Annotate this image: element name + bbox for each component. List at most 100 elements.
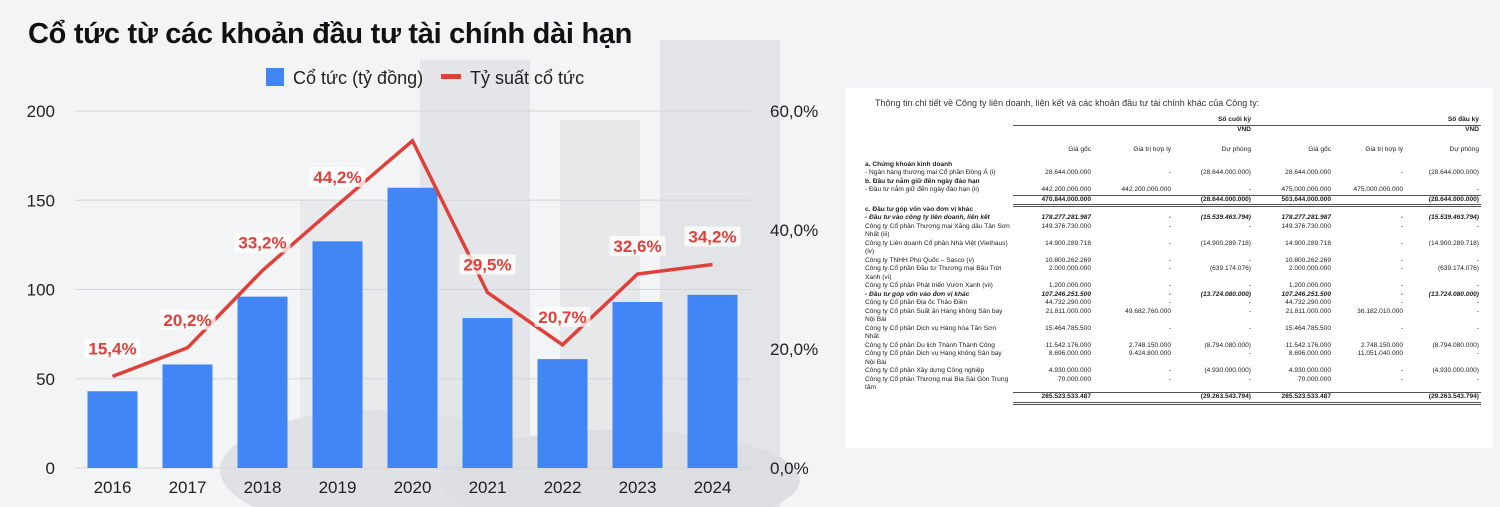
row-label: Công ty Cổ phần Địa ốc Thảo Điền xyxy=(865,299,968,306)
bar xyxy=(537,359,588,468)
x-tick-label: 2020 xyxy=(394,478,432,497)
row-label: - Đầu tư vào công ty liên doanh, liên kế… xyxy=(865,214,990,221)
row-value: - xyxy=(1400,169,1403,176)
row-value: - xyxy=(1168,169,1171,176)
row-value: (13.724.080.000) xyxy=(1428,290,1479,298)
row-value xyxy=(1093,161,1173,170)
row-value: 36.182.010.000 xyxy=(1357,307,1403,315)
col-fair-start: Giá trị hợp lý xyxy=(1365,146,1403,153)
legend-bar-label: Cổ tức (tỷ đồng) xyxy=(293,68,423,88)
row-value xyxy=(1333,194,1405,207)
y-axis-left: 0 50 100 150 200 xyxy=(27,102,55,478)
col-cost-end: Giá gốc xyxy=(1068,146,1091,153)
row-value: (4.930.000.000) xyxy=(1204,367,1251,374)
row-value: 9.424.800.000 xyxy=(1128,350,1171,357)
row-value: - xyxy=(1168,299,1171,306)
row-value xyxy=(1405,206,1481,215)
row-value: (28.644.000.000) xyxy=(1405,194,1481,207)
row-value: (639.174.076) xyxy=(1437,265,1479,272)
y-right-tick-label: 0,0% xyxy=(770,459,809,478)
row-label: Công ty Cổ phần Suất ăn Hàng không Sân b… xyxy=(865,307,1003,324)
row-label: Công ty Cổ phần Đầu tư Thương mại Bầu Tr… xyxy=(865,265,1002,281)
unit-end: VND xyxy=(1237,125,1251,133)
x-axis: 2016 2017 2018 2019 2020 2021 2022 2023 2024 xyxy=(94,478,732,497)
row-value: 11.542.176.000 xyxy=(1285,341,1331,349)
row-value: 14.900.289.718 xyxy=(1285,239,1331,247)
data-label: 20,7% xyxy=(538,308,586,327)
row-value: - xyxy=(1168,214,1171,221)
table-row: - Ngân hàng thương mại Cổ phần Đông Á (i… xyxy=(863,169,1481,178)
row-value: (28.644.000.000) xyxy=(1173,194,1253,207)
y-left-tick-label: 150 xyxy=(27,191,55,210)
row-value xyxy=(1173,206,1253,215)
row-value xyxy=(1173,161,1253,170)
row-value: 21.811.000.000 xyxy=(1045,307,1091,315)
row-value: - xyxy=(1168,324,1171,332)
data-label: 44,2% xyxy=(313,168,361,187)
bar xyxy=(462,318,513,468)
row-value: (28.644.000.000) xyxy=(1428,169,1479,176)
row-value: 11.542.176.000 xyxy=(1045,341,1091,349)
row-value: (8.794.080.000) xyxy=(1432,341,1479,349)
row-value xyxy=(1093,194,1173,207)
row-value: 1.200.000.000 xyxy=(1288,282,1331,289)
bar xyxy=(612,301,663,468)
data-label: 32,6% xyxy=(613,237,661,256)
col-prov-start: Dự phòng xyxy=(1449,146,1479,153)
table-row: - Đầu tư nắm giữ đến ngày đáo hạn (ii) 44… xyxy=(863,186,1481,195)
row-value: 15.464.785.500 xyxy=(1285,324,1331,332)
row-value: 14.900.289.718 xyxy=(1045,239,1091,247)
row-value: - xyxy=(1476,222,1479,230)
row-label xyxy=(863,393,1013,404)
row-value: 10.800.262.269 xyxy=(1045,256,1091,264)
row-value xyxy=(1253,206,1333,215)
row-value: (15.539.463.794) xyxy=(1200,214,1251,221)
row-value: - xyxy=(1476,350,1479,357)
table-row: Công ty Cổ phần Dịch vụ Hàng không Sân b… xyxy=(863,350,1481,367)
row-value: 178.277.281.987 xyxy=(1281,214,1331,221)
row-value: - xyxy=(1400,222,1403,230)
row-value xyxy=(1405,161,1481,170)
row-value: - xyxy=(1400,324,1403,332)
row-value xyxy=(1173,178,1253,187)
row-value: 2.000.000.000 xyxy=(1288,265,1331,272)
table-row: Công ty Cổ phần Thương mại Xăng dầu Tân … xyxy=(863,223,1481,240)
table-row: Công ty Cổ phần Du lịch Thành Thành Công… xyxy=(863,342,1481,351)
row-value xyxy=(1253,161,1333,170)
table-row: Công ty TNHH Phú Quốc – Sasco (v) 10.800.… xyxy=(863,257,1481,266)
row-value xyxy=(1013,178,1093,187)
table-row: Công ty Cổ phần Phát triển Vườn Xanh (vi… xyxy=(863,282,1481,291)
y-left-tick-label: 200 xyxy=(27,102,55,121)
bar xyxy=(687,294,738,468)
row-value: (8.794.080.000) xyxy=(1204,341,1251,349)
row-value: 475.000.000.000 xyxy=(1353,186,1403,193)
x-tick-label: 2018 xyxy=(244,478,282,497)
x-tick-label: 2021 xyxy=(469,478,507,497)
row-label: Công ty Cổ phần Dịch vụ Hàng hóa Tân Sơn… xyxy=(865,324,997,341)
row-label: a. Chứng khoán kinh doanh xyxy=(865,160,953,168)
row-value: (29.263.543.794) xyxy=(1173,392,1253,405)
row-value: - xyxy=(1400,214,1403,221)
row-value: - xyxy=(1168,239,1171,247)
data-label-bg xyxy=(534,306,591,327)
row-value: - xyxy=(1476,307,1479,315)
row-value: - xyxy=(1168,290,1171,298)
row-value: 44.732.290.000 xyxy=(1045,299,1091,306)
row-value: - xyxy=(1248,350,1251,357)
row-value xyxy=(1333,392,1405,405)
row-value: 8.696.000.000 xyxy=(1048,350,1091,357)
table-row: Công ty Cổ phần Suất ăn Hàng không Sân b… xyxy=(863,308,1481,325)
x-tick-label: 2016 xyxy=(94,478,132,497)
row-value: (639.174.076) xyxy=(1209,265,1251,272)
table-row: b. Đầu tư nắm giữ đến ngày đáo hạn xyxy=(863,178,1481,187)
row-value: (14.900.289.718) xyxy=(1428,239,1479,247)
row-value xyxy=(1333,206,1405,215)
dividend-chart: Cổ tức (tỷ đồng) Tỷ suất cổ tức 15,4% 20,… xyxy=(27,68,818,497)
row-label xyxy=(863,195,1013,206)
row-value xyxy=(1405,178,1481,187)
row-value xyxy=(1253,178,1333,187)
y-left-tick-label: 100 xyxy=(27,281,55,300)
row-value: - xyxy=(1248,256,1251,264)
row-value: - xyxy=(1400,282,1403,289)
row-value xyxy=(1333,161,1405,170)
